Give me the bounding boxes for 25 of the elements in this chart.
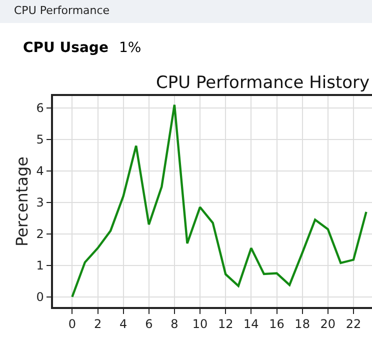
x-tick-label: 0 <box>68 317 76 332</box>
y-tick-label: 3 <box>36 196 44 210</box>
x-tick-label: 10 <box>192 317 208 332</box>
line-series <box>71 104 368 298</box>
y-tick-label: 4 <box>36 164 44 178</box>
chart-title: CPU Performance History <box>156 73 370 93</box>
x-tick-label: 18 <box>294 317 310 332</box>
text: CPU Usage <box>23 40 108 56</box>
x-tick-label: 6 <box>145 317 153 332</box>
y-tick-label: 0 <box>36 290 44 304</box>
x-tick-label: 16 <box>269 317 284 332</box>
x-tick-label: 8 <box>170 317 178 332</box>
y-tick-label: 6 <box>36 101 44 116</box>
y-tick-label: 1 <box>36 258 44 273</box>
x-tick-label: 14 <box>244 317 259 332</box>
text: 1% <box>119 40 142 56</box>
x-tick-label: 22 <box>346 317 362 332</box>
x-tick-label: 2 <box>94 317 102 332</box>
x-tick-label: 4 <box>120 317 128 332</box>
y-tick-label: 2 <box>36 227 44 242</box>
x-tick-label: 20 <box>320 317 336 332</box>
text: CPU Performance <box>14 4 110 17</box>
y-axis-title: Percentage <box>12 156 32 247</box>
y-tick-label: 5 <box>36 132 44 147</box>
x-tick-label: 12 <box>218 317 234 332</box>
